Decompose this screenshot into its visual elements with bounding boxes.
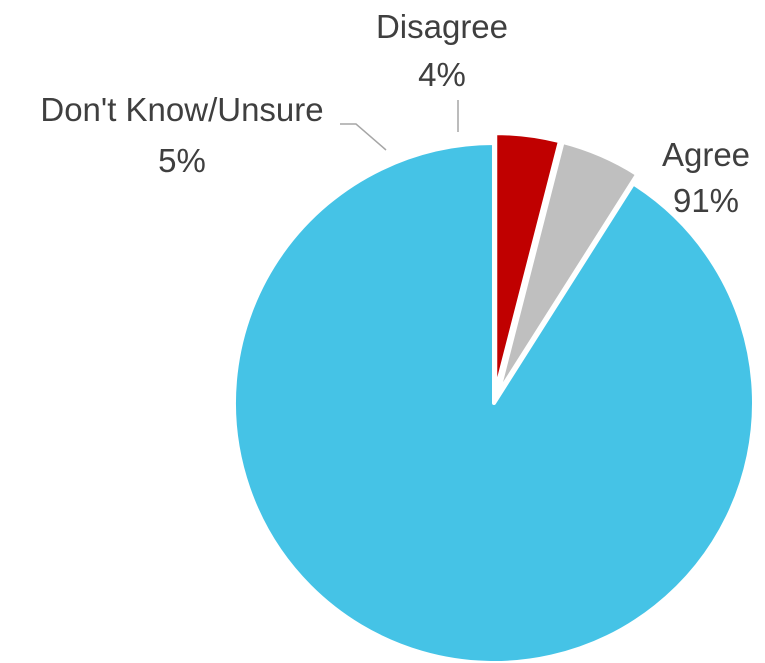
slice-label-disagree-value: 4%: [418, 56, 466, 93]
slice-label-agree-category: Agree: [662, 136, 750, 173]
slice-label-agree-value: 91%: [673, 182, 739, 219]
slice-label-disagree-category: Disagree: [376, 8, 508, 45]
leader-lines: [340, 100, 458, 150]
slice-label-unsure-value: 5%: [158, 142, 206, 179]
leader-line-unsure: [340, 124, 386, 150]
pie-slice-agree: [234, 143, 754, 663]
slice-label-unsure-category: Don't Know/Unsure: [40, 91, 323, 128]
